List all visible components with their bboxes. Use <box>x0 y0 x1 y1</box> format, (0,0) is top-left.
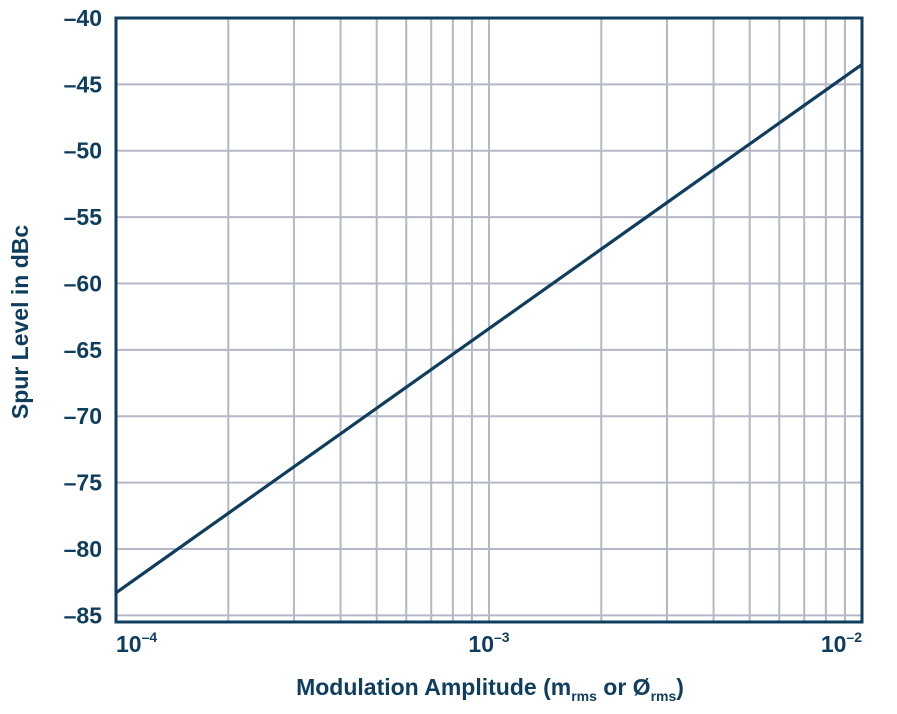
x-tick-label: 10–4 <box>116 629 157 657</box>
plot-frame <box>114 16 864 624</box>
y-tick-label: –75 <box>64 470 103 496</box>
y-tick-label: –80 <box>64 536 102 562</box>
x-axis-label-sub-rms: rms <box>571 688 597 704</box>
x-axis-label: Modulation Amplitude (mrms or Ørms) <box>296 674 684 704</box>
x-tick-labels: 10–4 10–3 10–2 <box>116 629 862 657</box>
x-tick-label: 10–3 <box>468 629 509 657</box>
x-axis-label-sub-rms: rms <box>651 688 677 704</box>
x-axis-label-end: ) <box>676 674 684 700</box>
series <box>115 63 863 595</box>
y-tick-label: –70 <box>64 403 102 429</box>
x-axis-label-mid: or Ø <box>597 674 651 700</box>
y-tick-label: –50 <box>64 138 102 164</box>
x-axis-label-main: Modulation Amplitude (m <box>296 674 571 700</box>
y-axis-label: Spur Level in dBc <box>7 225 33 419</box>
grid <box>115 17 863 622</box>
y-tick-label: –40 <box>64 5 102 31</box>
y-tick-label: –65 <box>64 337 103 363</box>
x-tick-label: 10–2 <box>821 629 862 657</box>
y-tick-label: –85 <box>64 602 103 628</box>
y-tick-labels: –40 –45 –50 –55 –60 –65 –70 –75 –80 –85 <box>64 5 103 628</box>
y-tick-label: –60 <box>64 270 102 296</box>
y-tick-label: –55 <box>64 204 103 230</box>
y-tick-label: –45 <box>64 71 103 97</box>
series-line <box>115 63 863 595</box>
